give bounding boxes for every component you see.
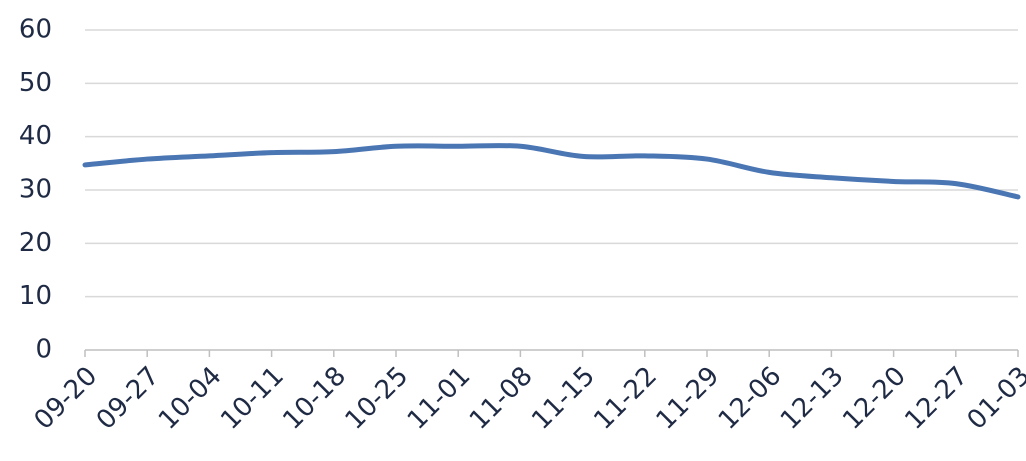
- y-tick-label: 40: [19, 121, 52, 151]
- y-tick-label: 20: [19, 228, 52, 258]
- y-tick-label: 60: [19, 15, 52, 45]
- x-tick-label: 10-18: [277, 361, 352, 436]
- x-tick-label: 10-25: [340, 361, 415, 436]
- x-tick-label: 01-03: [962, 361, 1026, 436]
- x-tick-label: 12-13: [775, 361, 850, 436]
- y-tick-label: 0: [35, 335, 52, 365]
- x-tick-label: 11-22: [588, 361, 663, 436]
- x-tick-label: 09-27: [91, 361, 166, 436]
- data-line: [82, 143, 1021, 200]
- x-tick-label: 11-08: [464, 361, 539, 436]
- y-tick-label: 50: [19, 68, 52, 98]
- x-tick-label: 11-29: [651, 361, 726, 436]
- x-tick-label: 10-04: [153, 361, 228, 436]
- y-tick-label: 30: [19, 175, 52, 205]
- y-tick-label: 10: [19, 281, 52, 311]
- x-tick-label: 11-01: [402, 361, 477, 436]
- x-tick-label: 12-06: [713, 361, 788, 436]
- x-tick-label: 12-27: [899, 361, 974, 436]
- x-tick-label: 12-20: [837, 361, 912, 436]
- x-tick-label: 10-11: [215, 361, 290, 436]
- x-tick-label: 11-15: [526, 361, 601, 436]
- x-tick-label: 09-20: [29, 361, 104, 436]
